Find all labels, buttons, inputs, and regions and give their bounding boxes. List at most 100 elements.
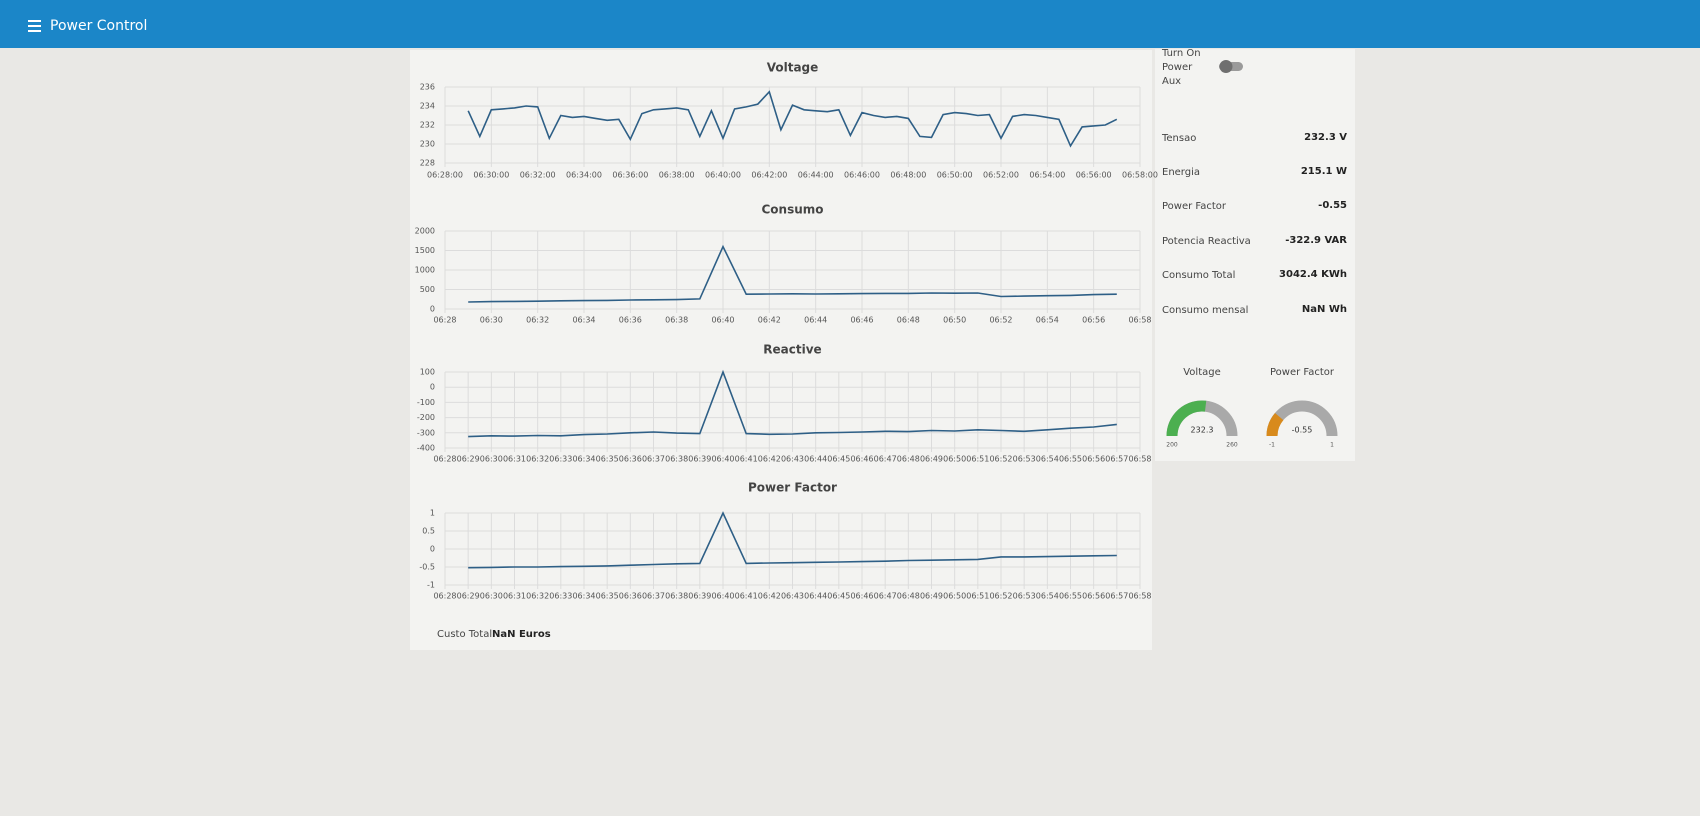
- reading-label: Power Factor: [1162, 201, 1227, 212]
- x-tick-label: 06:51: [966, 592, 989, 601]
- reading-value: 215.1 W: [1301, 166, 1347, 177]
- menu-button[interactable]: [28, 20, 41, 32]
- x-tick-label: 06:33: [549, 455, 572, 464]
- x-tick-label: 06:32: [526, 316, 549, 325]
- x-tick-label: 06:37: [642, 592, 665, 601]
- x-tick-label: 06:36: [619, 455, 642, 464]
- x-tick-label: 06:28: [433, 316, 456, 325]
- x-tick-label: 06:48:00: [890, 171, 926, 180]
- y-tick-label: -300: [417, 428, 435, 437]
- x-tick-label: 06:49: [920, 592, 943, 601]
- x-tick-label: 06:46: [850, 455, 873, 464]
- y-tick-label: 0: [430, 305, 435, 314]
- gauge-value: [1266, 412, 1284, 437]
- x-tick-label: 06:44: [804, 592, 827, 601]
- x-tick-label: 06:55: [1059, 592, 1082, 601]
- x-tick-label: 06:30: [480, 455, 503, 464]
- gauge-value-label: -0.55: [1292, 426, 1313, 435]
- x-tick-label: 06:36:00: [612, 171, 648, 180]
- y-tick-label: 0: [430, 545, 435, 554]
- data-line: [468, 511, 1117, 569]
- y-tick-label: 228: [420, 159, 435, 168]
- x-tick-label: 06:53: [1013, 592, 1036, 601]
- x-tick-label: 06:53: [1013, 455, 1036, 464]
- y-tick-label: 0: [430, 383, 435, 392]
- gauge-max: 1: [1330, 442, 1334, 449]
- reading-label: Tensao: [1161, 133, 1196, 144]
- reading-value: 232.3 V: [1304, 132, 1347, 143]
- x-tick-label: 06:56: [1082, 592, 1105, 601]
- x-tick-label: 06:40:00: [705, 171, 741, 180]
- x-tick-label: 06:30: [480, 316, 503, 325]
- reading-label: Consumo mensal: [1162, 305, 1248, 316]
- x-tick-label: 06:39: [688, 592, 711, 601]
- x-tick-label: 06:42: [758, 316, 781, 325]
- x-tick-label: 06:32:00: [520, 171, 556, 180]
- y-tick-label: -1: [427, 581, 435, 590]
- x-tick-label: 06:31: [503, 592, 526, 601]
- toggle-switch[interactable]: [1219, 60, 1243, 73]
- chart-title: Voltage: [767, 61, 819, 75]
- x-tick-label: 06:57: [1105, 592, 1128, 601]
- x-tick-label: 06:52:00: [983, 171, 1019, 180]
- chart-title: Reactive: [763, 343, 821, 357]
- reading-value: -322.9 VAR: [1285, 235, 1347, 246]
- x-tick-label: 06:34: [572, 455, 595, 464]
- x-tick-label: 06:36: [619, 316, 642, 325]
- gauge-max: 260: [1226, 442, 1238, 449]
- x-tick-label: 06:35: [596, 592, 619, 601]
- x-tick-label: 06:48: [897, 592, 920, 601]
- footer-value: NaN Euros: [492, 629, 551, 640]
- x-tick-label: 06:36: [619, 592, 642, 601]
- y-tick-label: 1: [430, 509, 435, 518]
- y-tick-label: 500: [420, 285, 435, 294]
- x-tick-label: 06:30:00: [473, 171, 509, 180]
- x-tick-label: 06:34: [572, 592, 595, 601]
- x-tick-label: 06:38: [665, 316, 688, 325]
- x-tick-label: 06:38:00: [659, 171, 695, 180]
- y-tick-label: 234: [420, 102, 435, 111]
- reading-value: -0.55: [1318, 200, 1347, 211]
- x-tick-label: 06:47: [874, 455, 897, 464]
- x-tick-label: 06:46:00: [844, 171, 880, 180]
- x-tick-label: 06:33: [549, 592, 572, 601]
- x-tick-label: 06:43: [781, 455, 804, 464]
- x-tick-label: 06:48: [897, 316, 920, 325]
- x-tick-label: 06:54: [1036, 455, 1059, 464]
- x-tick-label: 06:46: [850, 316, 873, 325]
- y-tick-label: 100: [420, 368, 435, 377]
- x-tick-label: 06:50: [943, 455, 966, 464]
- x-tick-label: 06:58: [1128, 316, 1151, 325]
- x-tick-label: 06:37: [642, 455, 665, 464]
- x-tick-label: 06:49: [920, 455, 943, 464]
- x-tick-label: 06:29: [457, 455, 480, 464]
- x-tick-label: 06:28: [433, 592, 456, 601]
- x-tick-label: 06:32: [526, 592, 549, 601]
- data-line: [468, 369, 1117, 438]
- gauge-min: -1: [1269, 442, 1275, 449]
- x-tick-label: 06:58: [1128, 592, 1151, 601]
- x-tick-label: 06:40: [711, 592, 734, 601]
- x-tick-label: 06:48: [897, 455, 920, 464]
- x-tick-label: 06:29: [457, 592, 480, 601]
- y-tick-label: -200: [417, 413, 435, 422]
- header-title: Power Control: [50, 18, 147, 34]
- toggle-label-text: Turn On Power Aux: [1161, 48, 1201, 87]
- y-tick-label: 0.5: [422, 527, 435, 536]
- gauge-value-label: 232.3: [1191, 426, 1214, 435]
- header-bar: [0, 0, 1700, 48]
- x-tick-label: 06:47: [874, 592, 897, 601]
- x-tick-label: 06:52: [989, 592, 1012, 601]
- chart-title: Consumo: [761, 203, 823, 217]
- x-tick-label: 06:41: [735, 592, 758, 601]
- toggle-label: Turn On Power Aux: [1161, 48, 1201, 87]
- x-tick-label: 06:58: [1128, 455, 1151, 464]
- x-tick-label: 06:50:00: [937, 171, 973, 180]
- x-tick-label: 06:28:00: [427, 171, 463, 180]
- reading-label: Potencia Reactiva: [1162, 236, 1251, 247]
- x-tick-label: 06:41: [735, 455, 758, 464]
- x-tick-label: 06:40: [711, 316, 734, 325]
- y-tick-label: -400: [417, 444, 435, 453]
- gauge-value: [1166, 400, 1207, 437]
